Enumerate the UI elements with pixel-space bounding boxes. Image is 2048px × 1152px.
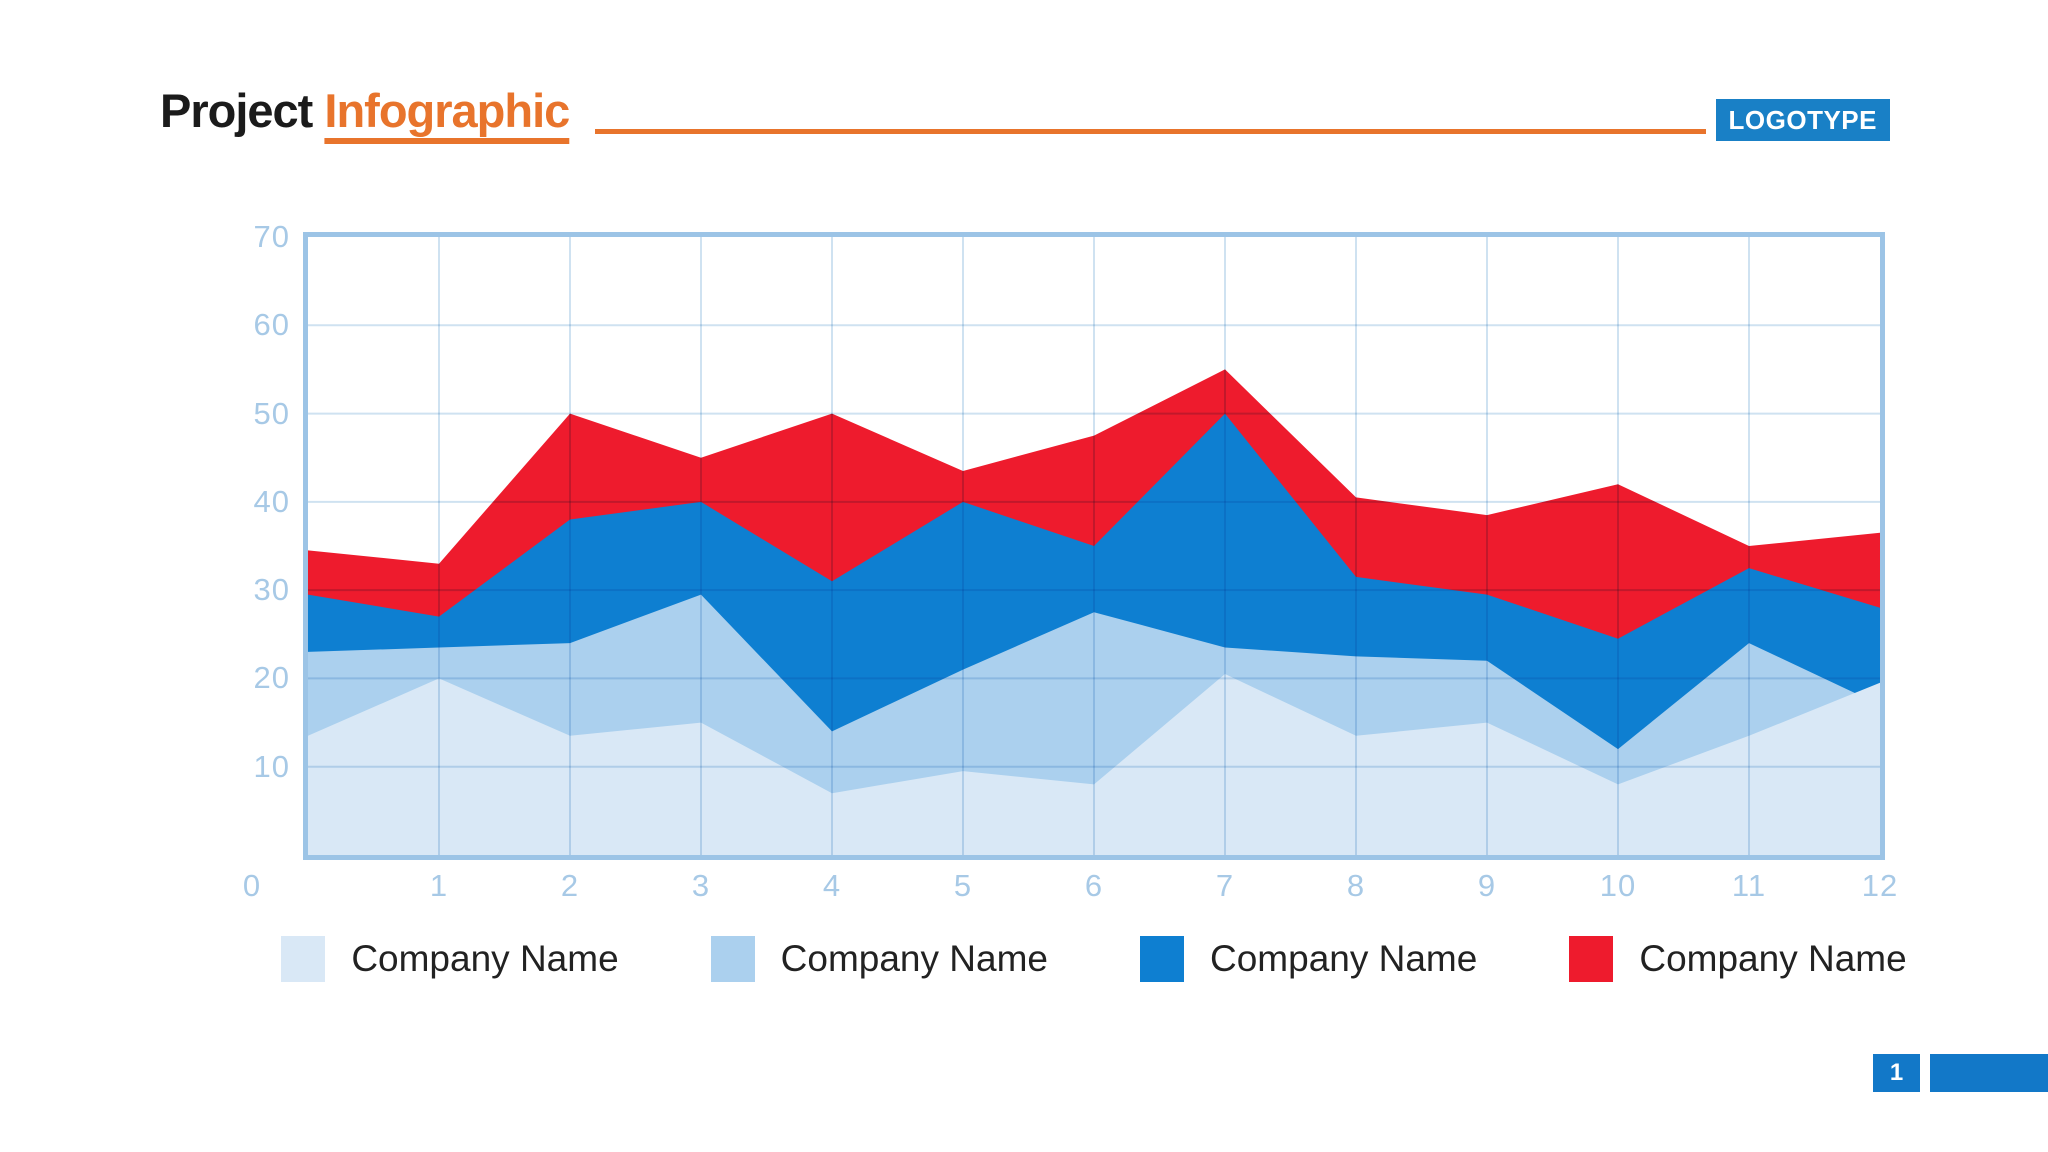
legend-swatch-icon bbox=[710, 936, 755, 982]
x-tick-label: 1 bbox=[429, 868, 449, 903]
legend-label: Company Name bbox=[1210, 938, 1478, 979]
x-tick-label: 9 bbox=[1477, 868, 1497, 903]
title-word-project: Project bbox=[160, 84, 313, 137]
x-tick-label: 5 bbox=[953, 868, 973, 903]
y-tick-label: 60 bbox=[253, 307, 290, 343]
x-tick-label: 4 bbox=[822, 868, 842, 903]
title-word-infographic: Infographic bbox=[324, 84, 570, 137]
y-tick-label: 30 bbox=[253, 572, 290, 608]
x-tick-label: 7 bbox=[1215, 868, 1235, 903]
y-tick-label: 10 bbox=[253, 748, 290, 784]
x-tick-label: 8 bbox=[1346, 868, 1366, 903]
legend-swatch-icon bbox=[281, 936, 326, 982]
legend-item-3: Company Name bbox=[1140, 936, 1477, 982]
legend-swatch-icon bbox=[1140, 936, 1184, 982]
x-tick-label: 0 bbox=[242, 868, 262, 903]
page-number-bar bbox=[1930, 1054, 2048, 1092]
x-tick-label: 2 bbox=[560, 868, 580, 903]
legend-item-4: Company Name bbox=[1569, 936, 1907, 982]
page-number-badge: 1 bbox=[1873, 1054, 1920, 1092]
y-tick-label: 70 bbox=[253, 219, 290, 254]
legend-label: Company Name bbox=[351, 938, 619, 979]
header: Project Infographic LOGOTYPE bbox=[160, 82, 1890, 146]
legend-label: Company Name bbox=[1639, 938, 1907, 979]
legend-item-2: Company Name bbox=[710, 936, 1048, 982]
area-chart-canvas bbox=[308, 237, 1880, 855]
y-tick-label: 40 bbox=[253, 483, 290, 519]
chart-legend: Company Name Company Name Company Name Comp… bbox=[281, 936, 1907, 982]
legend-swatch-icon bbox=[1569, 936, 1614, 982]
x-tick-label: 10 bbox=[1599, 868, 1637, 903]
x-tick-label: 11 bbox=[1731, 868, 1767, 903]
header-divider-line bbox=[595, 129, 1706, 134]
legend-label: Company Name bbox=[780, 938, 1048, 979]
y-tick-label: 20 bbox=[253, 660, 290, 696]
legend-item-1: Company Name bbox=[281, 936, 619, 982]
x-axis-labels: 0 1 2 3 4 5 6 7 8 9 10 11 12 bbox=[243, 868, 1897, 910]
x-tick-label: 12 bbox=[1861, 868, 1899, 903]
area-chart bbox=[303, 232, 1885, 860]
logotype-badge: LOGOTYPE bbox=[1715, 99, 1890, 141]
x-tick-label: 6 bbox=[1084, 868, 1104, 903]
y-tick-label: 50 bbox=[253, 395, 290, 431]
x-tick-label: 3 bbox=[691, 868, 711, 903]
page-number-group: 1 bbox=[1873, 1054, 2048, 1092]
page-title: Project Infographic bbox=[160, 82, 570, 140]
y-axis-labels: 70 60 50 40 30 20 10 bbox=[150, 0, 290, 1152]
